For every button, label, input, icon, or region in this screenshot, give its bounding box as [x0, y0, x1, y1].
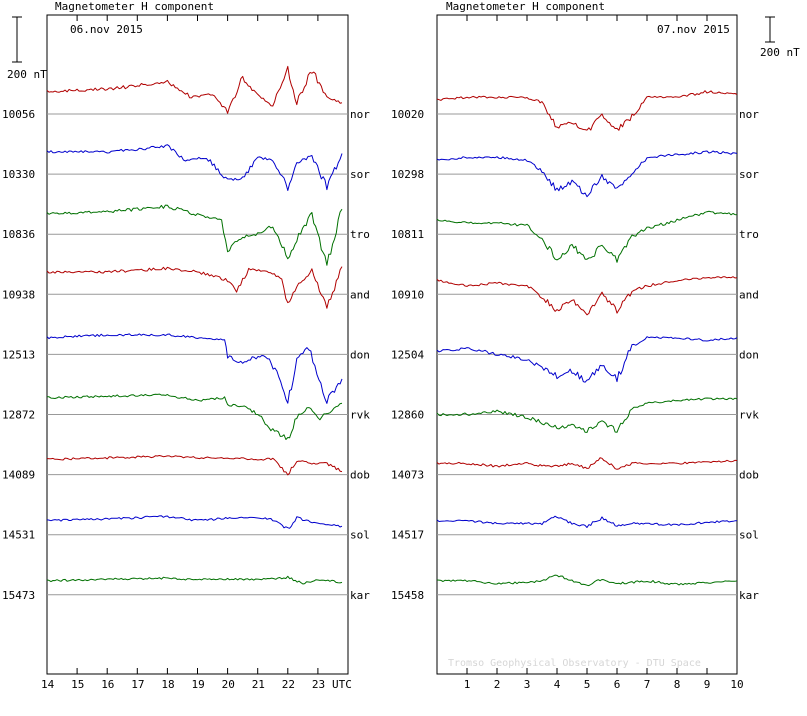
- x-tick-label: 9: [704, 678, 711, 691]
- trace-don: [46, 333, 343, 404]
- trace-rvk: [46, 393, 343, 440]
- station-label-sol: sol: [350, 529, 370, 542]
- x-tick-label: UTC: [332, 678, 352, 691]
- baseline-value-and: 10938: [2, 288, 35, 301]
- trace-sor: [436, 150, 738, 198]
- baseline-value-don: 12513: [2, 348, 35, 361]
- trace-sol: [436, 515, 738, 528]
- x-tick-label: 7: [644, 678, 651, 691]
- credit-text: Tromso Geophysical Observatory - DTU Spa…: [448, 658, 701, 669]
- station-label-dob: dob: [739, 469, 759, 482]
- trace-dob: [436, 457, 738, 470]
- trace-and: [46, 266, 343, 309]
- baseline-value-nor: 10056: [2, 108, 35, 121]
- baseline-value-sol: 14531: [2, 529, 35, 542]
- station-label-nor: nor: [739, 108, 759, 121]
- trace-tro: [46, 204, 343, 266]
- trace-don: [436, 336, 738, 383]
- x-tick-label: 1: [464, 678, 471, 691]
- x-tick-label: 10: [730, 678, 743, 691]
- trace-dob: [46, 455, 343, 476]
- left-panel-title: Magnetometer H component: [55, 0, 214, 13]
- baseline-value-and: 10910: [391, 288, 424, 301]
- right-panel-title: Magnetometer H component: [446, 0, 605, 13]
- left-panel-date: 06.nov 2015: [70, 23, 143, 36]
- x-tick-label: 8: [674, 678, 681, 691]
- x-tick-label: 14: [41, 678, 55, 691]
- trace-nor: [46, 65, 343, 114]
- x-tick-label: 17: [131, 678, 144, 691]
- x-tick-label: 21: [252, 678, 265, 691]
- station-label-rvk: rvk: [350, 409, 370, 422]
- station-label-don: don: [739, 348, 759, 361]
- x-tick-label: 18: [161, 678, 174, 691]
- left-scale-bar-label: 200 nT: [7, 68, 47, 81]
- baseline-value-dob: 14073: [391, 469, 424, 482]
- trace-and: [436, 276, 738, 316]
- station-label-kar: kar: [739, 589, 759, 602]
- x-tick-label: 6: [614, 678, 621, 691]
- baseline-value-kar: 15473: [2, 589, 35, 602]
- station-label-sor: sor: [739, 168, 759, 181]
- station-label-dob: dob: [350, 469, 370, 482]
- baseline-value-tro: 10811: [391, 228, 424, 241]
- station-label-rvk: rvk: [739, 409, 759, 422]
- trace-sor: [46, 144, 343, 191]
- x-tick-label: 3: [524, 678, 531, 691]
- x-tick-label: 19: [192, 678, 205, 691]
- baseline-value-sor: 10330: [2, 168, 35, 181]
- x-tick-label: 22: [282, 678, 295, 691]
- right-panel-date: 07.nov 2015: [657, 23, 730, 36]
- x-tick-label: 15: [71, 678, 84, 691]
- station-label-kar: kar: [350, 589, 370, 602]
- x-tick-label: 16: [101, 678, 114, 691]
- trace-kar: [46, 575, 343, 585]
- station-label-and: and: [739, 288, 759, 301]
- x-tick-label: 5: [584, 678, 591, 691]
- baseline-value-don: 12504: [391, 348, 424, 361]
- baseline-value-nor: 10020: [391, 108, 424, 121]
- baseline-value-rvk: 12872: [2, 409, 35, 422]
- station-label-don: don: [350, 348, 370, 361]
- x-tick-label: 4: [554, 678, 561, 691]
- left-panel-plot: 14 15 16 17 18 19 20 21 22 23 UTC 10056 nor 10330 sor 1…: [2, 14, 370, 691]
- trace-tro: [436, 210, 738, 263]
- baseline-value-dob: 14089: [2, 469, 35, 482]
- right-scale-bar-label: 200 nT: [760, 46, 800, 59]
- baseline-value-sol: 14517: [391, 529, 424, 542]
- station-label-nor: nor: [350, 108, 370, 121]
- trace-kar: [436, 574, 738, 587]
- baseline-value-kar: 15458: [391, 589, 424, 602]
- trace-rvk: [436, 397, 738, 433]
- station-label-tro: tro: [739, 228, 759, 241]
- station-label-sor: sor: [350, 168, 370, 181]
- station-label-tro: tro: [350, 228, 370, 241]
- x-tick-label: 2: [494, 678, 501, 691]
- baseline-value-rvk: 12860: [391, 409, 424, 422]
- baseline-value-tro: 10836: [2, 228, 35, 241]
- baseline-value-sor: 10298: [391, 168, 424, 181]
- trace-nor: [436, 90, 738, 131]
- x-tick-label: 20: [222, 678, 235, 691]
- x-tick-label: 23: [312, 678, 325, 691]
- trace-sol: [46, 515, 343, 529]
- station-label-and: and: [350, 288, 370, 301]
- station-label-sol: sol: [739, 529, 759, 542]
- right-panel-plot: 1 2 3 4 5 6 7 8 9 10 10020 nor 10298 sor 10811 tro 10910…: [391, 14, 759, 691]
